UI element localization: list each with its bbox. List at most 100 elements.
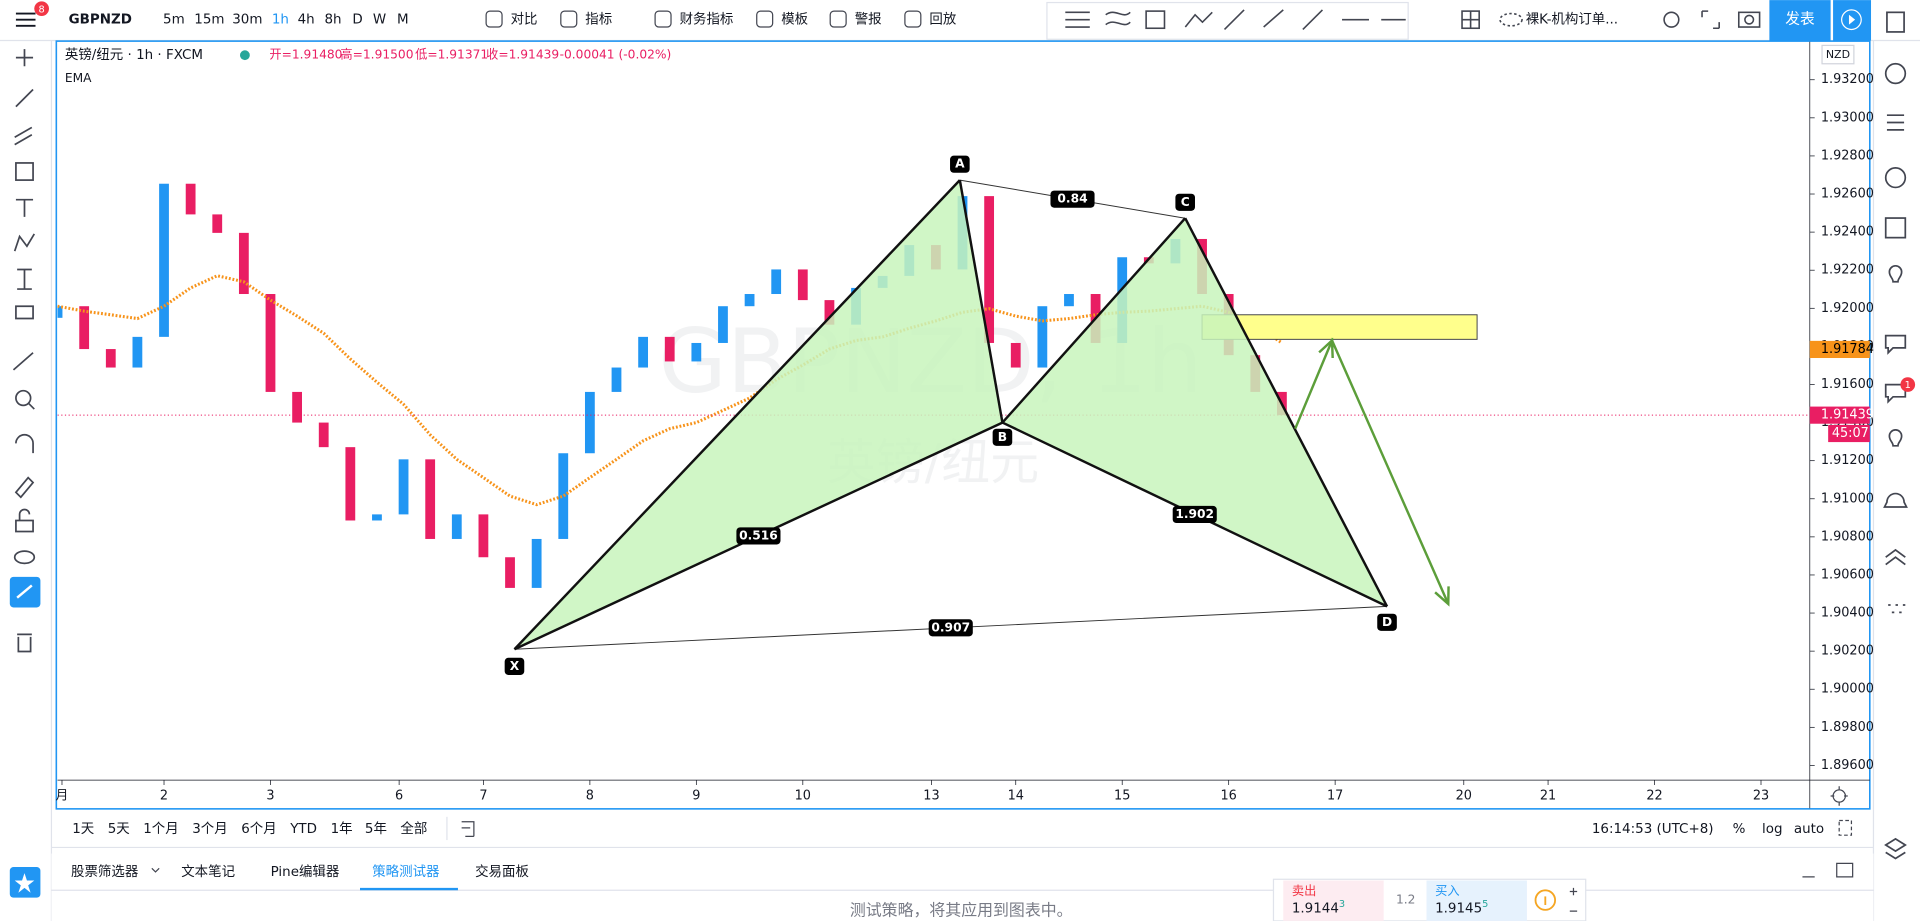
- x-tick-label: 3: [266, 789, 274, 804]
- candle: [318, 422, 329, 448]
- panel-tab[interactable]: 文本笔记: [181, 864, 235, 880]
- menu-icon[interactable]: [15, 12, 36, 27]
- interval-button[interactable]: 1h: [272, 13, 289, 28]
- interval-button[interactable]: 4h: [298, 13, 315, 28]
- info-icon[interactable]: [1534, 889, 1557, 911]
- range-button[interactable]: 1个月: [143, 821, 178, 837]
- toolbar-button[interactable]: 模板: [781, 12, 808, 28]
- toolbar-icons[interactable]: [1461, 10, 1761, 30]
- candle: [984, 196, 995, 343]
- candle: [1037, 306, 1048, 368]
- ratio-box: [736, 527, 781, 545]
- publish-button[interactable]: [1769, 0, 1831, 41]
- candle: [505, 557, 515, 588]
- buy-button[interactable]: [1426, 880, 1527, 921]
- candle: [132, 336, 143, 368]
- candle: [159, 183, 169, 337]
- toolbar-button[interactable]: 指标: [585, 12, 612, 28]
- x-tick-label: 7: [479, 789, 487, 804]
- play-icon: [1848, 14, 1856, 25]
- layout-name[interactable]: 裸K-机构订单...: [1526, 12, 1618, 28]
- fullscreen-icon[interactable]: [1838, 819, 1853, 836]
- top-bar: [0, 0, 1920, 41]
- sell-price-main: 1.9144: [1292, 902, 1339, 917]
- countdown: 45:07: [1832, 426, 1869, 441]
- pattern-leg: [958, 179, 1004, 423]
- candle: [1064, 294, 1074, 307]
- badge: [34, 1, 49, 17]
- x-tick-label: 2: [160, 789, 168, 804]
- range-button[interactable]: 1天: [72, 822, 94, 837]
- interval-button[interactable]: 8h: [325, 13, 342, 28]
- panel-tab[interactable]: Pine编辑器: [271, 864, 340, 880]
- y-tick-label: 1.91600: [1821, 377, 1874, 392]
- qty-controls[interactable]: [1569, 887, 1578, 912]
- range-button[interactable]: 全部: [400, 820, 427, 837]
- overlay: 0.516 0.84 1.902 0.907 X A B C D: [504, 155, 1478, 675]
- panel-tab[interactable]: 股票筛选器: [71, 864, 139, 880]
- x-tick-label: 9: [692, 789, 700, 804]
- sell-button[interactable]: [1283, 880, 1384, 921]
- link-icon: [16, 584, 33, 599]
- scale-option[interactable]: log: [1762, 822, 1783, 837]
- dropdown-arrow: [151, 867, 160, 873]
- toolbar-icon: [560, 10, 578, 28]
- ratio-label: 0.907: [931, 620, 970, 634]
- drawing-tools[interactable]: [1065, 9, 1406, 31]
- interval-button[interactable]: 5m: [163, 13, 185, 28]
- legend-value: 低=1.91371: [415, 48, 488, 62]
- scale-option[interactable]: auto: [1794, 822, 1824, 837]
- candle: [372, 514, 382, 521]
- point-label: D: [1382, 615, 1392, 629]
- ratio-box: [928, 619, 973, 637]
- goto-icon[interactable]: [461, 821, 475, 838]
- toolbar-button[interactable]: 对比: [511, 12, 538, 28]
- candle: [744, 294, 755, 307]
- y-tick-label: 1.90600: [1821, 567, 1874, 582]
- left-tools[interactable]: [12, 49, 36, 653]
- symbol[interactable]: GBPNZD: [69, 13, 132, 28]
- y-tick-label: 1.89600: [1821, 758, 1874, 773]
- range-button[interactable]: 3个月: [192, 821, 227, 837]
- panel-tab[interactable]: 交易面板: [475, 863, 529, 880]
- candle: [79, 306, 90, 350]
- range-button[interactable]: 5年: [365, 821, 387, 837]
- interval-button[interactable]: D: [352, 13, 362, 28]
- panel-tab[interactable]: 策略测试器: [372, 863, 440, 880]
- scale-option[interactable]: %: [1733, 822, 1746, 837]
- range-button[interactable]: 5天: [108, 822, 130, 837]
- candle: [478, 514, 489, 558]
- sell-label: 卖出: [1292, 884, 1316, 898]
- candle: [584, 391, 595, 454]
- settings-icon[interactable]: [1830, 786, 1848, 806]
- panel-controls[interactable]: [1802, 862, 1854, 878]
- y-tick-label: 1.91200: [1821, 453, 1874, 468]
- ema-price-label: 1.91784: [1821, 342, 1874, 357]
- toolbar-button[interactable]: 财务指标: [680, 12, 734, 28]
- range-button[interactable]: YTD: [289, 822, 317, 837]
- toolbar-button[interactable]: 警报: [855, 12, 882, 28]
- toolbar-button[interactable]: 回放: [929, 12, 956, 28]
- point-label: A: [955, 157, 965, 171]
- interval-button[interactable]: M: [397, 13, 409, 28]
- candle: [691, 342, 702, 362]
- ratio-label: 1.902: [1175, 507, 1214, 521]
- panel-message: 测试策略，将其应用到图表中。: [850, 901, 1073, 920]
- x-tick-label: 14: [1008, 789, 1024, 804]
- range-button[interactable]: 6个月: [241, 821, 276, 837]
- y-tick-label: 1.89800: [1821, 720, 1874, 735]
- y-tick-label: 1.93200: [1821, 72, 1874, 87]
- toolbar-icon: [756, 10, 774, 28]
- interval-button[interactable]: 30m: [232, 13, 262, 28]
- range-button[interactable]: 1年: [331, 821, 353, 837]
- indicator-name: EMA: [65, 71, 92, 85]
- play-icon: [1841, 9, 1862, 31]
- right-tools[interactable]: [1883, 11, 1908, 860]
- ratio-box: [1172, 505, 1217, 524]
- interval-button[interactable]: W: [373, 13, 386, 28]
- interval-button[interactable]: 15m: [194, 13, 224, 28]
- x-tick-label: 20: [1456, 789, 1472, 804]
- currency: NZD: [1826, 48, 1850, 61]
- candle: [238, 232, 249, 295]
